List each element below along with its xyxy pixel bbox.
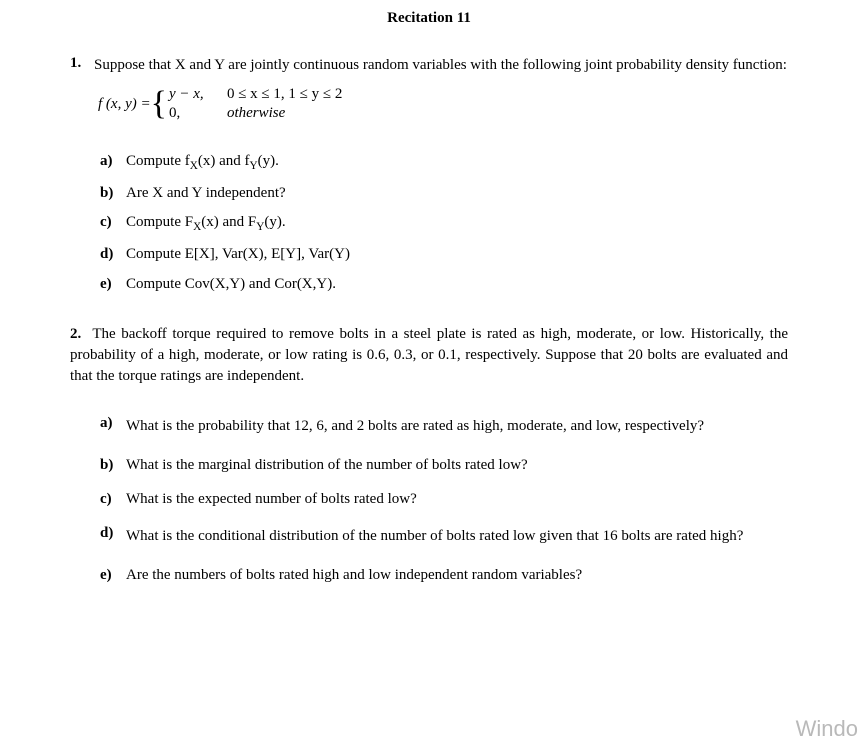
p2-item-e: e) Are the numbers of bolts rated high a… bbox=[100, 565, 788, 585]
case1-expr: y − x, bbox=[169, 85, 227, 104]
problem-2-subitems: a) What is the probability that 12, 6, a… bbox=[100, 413, 788, 585]
windows-watermark: Windo bbox=[796, 716, 858, 742]
problem-1-formula: f (x, y) = { y − x, 0 ≤ x ≤ 1, 1 ≤ y ≤ 2… bbox=[98, 85, 788, 123]
p2-item-d: d) What is the conditional distribution … bbox=[100, 523, 788, 551]
p1-d-label: d) bbox=[100, 244, 126, 264]
p2-c-label: c) bbox=[100, 489, 126, 509]
p2-d-label: d) bbox=[100, 523, 126, 551]
p2-c-text: What is the expected number of bolts rat… bbox=[126, 489, 788, 509]
p1-a-sub2: Y bbox=[250, 160, 258, 172]
problem-1-number: 1. bbox=[70, 55, 94, 75]
p1-c-pre: Compute F bbox=[126, 214, 193, 230]
p2-b-label: b) bbox=[100, 455, 126, 475]
p1-e-label: e) bbox=[100, 274, 126, 294]
case1-cond: 0 ≤ x ≤ 1, 1 ≤ y ≤ 2 bbox=[227, 85, 342, 104]
p1-a-text: Compute fX(x) and fY(y). bbox=[126, 151, 788, 174]
p1-a-label: a) bbox=[100, 151, 126, 174]
p1-a-mid: (x) and f bbox=[198, 153, 250, 169]
page-title: Recitation 11 bbox=[70, 10, 788, 27]
p1-item-b: b) Are X and Y independent? bbox=[100, 183, 788, 203]
p1-a-post: (y). bbox=[258, 153, 279, 169]
case2-expr: 0, bbox=[169, 104, 227, 123]
p1-item-d: d) Compute E[X], Var(X), E[Y], Var(Y) bbox=[100, 244, 788, 264]
p1-c-mid: (x) and F bbox=[201, 214, 256, 230]
formula-cases: y − x, 0 ≤ x ≤ 1, 1 ≤ y ≤ 2 0, otherwise bbox=[169, 85, 342, 123]
case2-cond: otherwise bbox=[227, 104, 285, 123]
problem-1-text: Suppose that X and Y are jointly continu… bbox=[94, 55, 788, 75]
p1-c-text: Compute FX(x) and FY(y). bbox=[126, 212, 788, 235]
p1-c-post: (y). bbox=[264, 214, 285, 230]
p2-b-text: What is the marginal distribution of the… bbox=[126, 455, 788, 475]
formula-lhs: f (x, y) = bbox=[98, 96, 151, 113]
problem-2-intro: 2. The backoff torque required to remove… bbox=[70, 324, 788, 387]
p1-b-text: Are X and Y independent? bbox=[126, 183, 788, 203]
p2-item-a: a) What is the probability that 12, 6, a… bbox=[100, 413, 788, 441]
p2-item-c: c) What is the expected number of bolts … bbox=[100, 489, 788, 509]
p2-e-label: e) bbox=[100, 565, 126, 585]
p2-e-text: Are the numbers of bolts rated high and … bbox=[126, 565, 788, 585]
p1-a-sub1: X bbox=[190, 160, 198, 172]
p1-item-c: c) Compute FX(x) and FY(y). bbox=[100, 212, 788, 235]
p1-c-sub1: X bbox=[193, 221, 201, 233]
p1-d-text: Compute E[X], Var(X), E[Y], Var(Y) bbox=[126, 244, 788, 264]
p1-b-label: b) bbox=[100, 183, 126, 203]
p2-d-text: What is the conditional distribution of … bbox=[126, 523, 788, 551]
p1-item-e: e) Compute Cov(X,Y) and Cor(X,Y). bbox=[100, 274, 788, 294]
p2-item-b: b) What is the marginal distribution of … bbox=[100, 455, 788, 475]
p1-a-pre: Compute f bbox=[126, 153, 190, 169]
document-page: Recitation 11 1. Suppose that X and Y ar… bbox=[0, 0, 858, 585]
formula-brace: { bbox=[151, 89, 167, 120]
problem-2-text: The backoff torque required to remove bo… bbox=[70, 326, 788, 384]
p1-item-a: a) Compute fX(x) and fY(y). bbox=[100, 151, 788, 174]
problem-2-number: 2. bbox=[70, 326, 81, 342]
p1-c-label: c) bbox=[100, 212, 126, 235]
problem-1-intro: 1. Suppose that X and Y are jointly cont… bbox=[70, 55, 788, 75]
p1-e-text: Compute Cov(X,Y) and Cor(X,Y). bbox=[126, 274, 788, 294]
p2-a-label: a) bbox=[100, 413, 126, 441]
problem-1-subitems: a) Compute fX(x) and fY(y). b) Are X and… bbox=[100, 151, 788, 294]
p2-a-text: What is the probability that 12, 6, and … bbox=[126, 413, 788, 441]
